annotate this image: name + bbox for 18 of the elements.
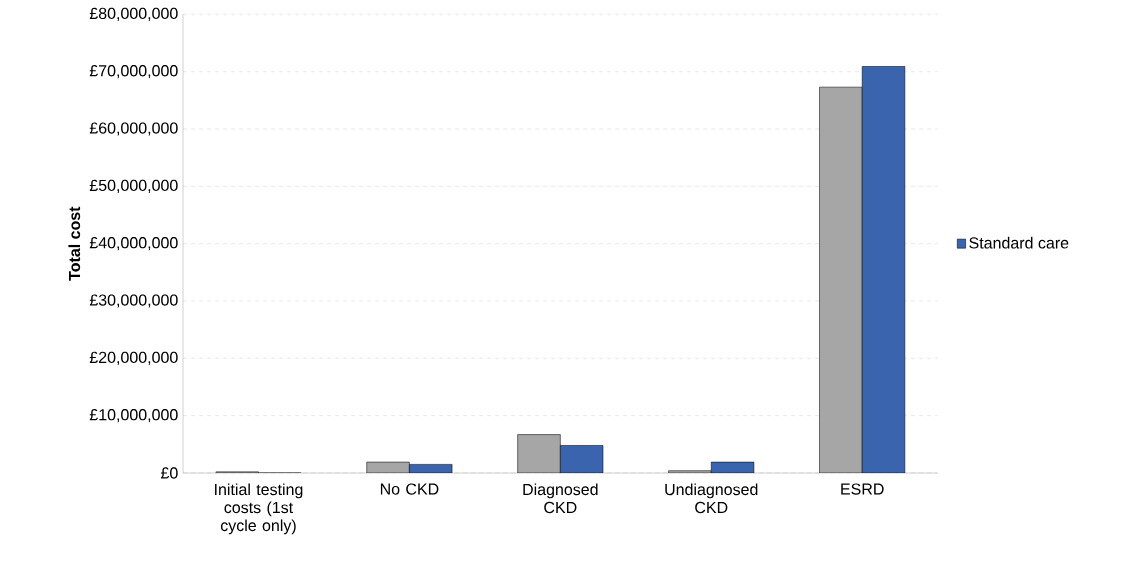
x-tick-label: Undiagnosed CKD: [665, 483, 758, 514]
y-tick-label: £30,000,000: [89, 294, 178, 308]
y-tick-label: £10,000,000: [89, 409, 178, 423]
y-tick-label: £70,000,000: [89, 65, 178, 79]
legend-label: Standard care: [969, 236, 1069, 249]
y-axis-title: Total cost: [68, 206, 81, 281]
x-tick-label: No CKD: [380, 483, 439, 495]
y-tick-label: £50,000,000: [89, 179, 178, 193]
y-tick-label: £0: [160, 467, 178, 479]
x-tick-label: Diagnosed CKD: [523, 483, 598, 514]
x-tick-label: Initial testing costs (1st cycle only): [215, 483, 303, 535]
y-tick-label: £40,000,000: [89, 237, 178, 251]
x-tick-label: ESRD: [841, 483, 884, 495]
y-tick-label: £60,000,000: [89, 122, 178, 136]
bar: [861, 66, 906, 473]
y-tick-label: £20,000,000: [89, 351, 178, 365]
y-tick-label: £80,000,000: [89, 7, 178, 21]
bar: [560, 445, 604, 473]
